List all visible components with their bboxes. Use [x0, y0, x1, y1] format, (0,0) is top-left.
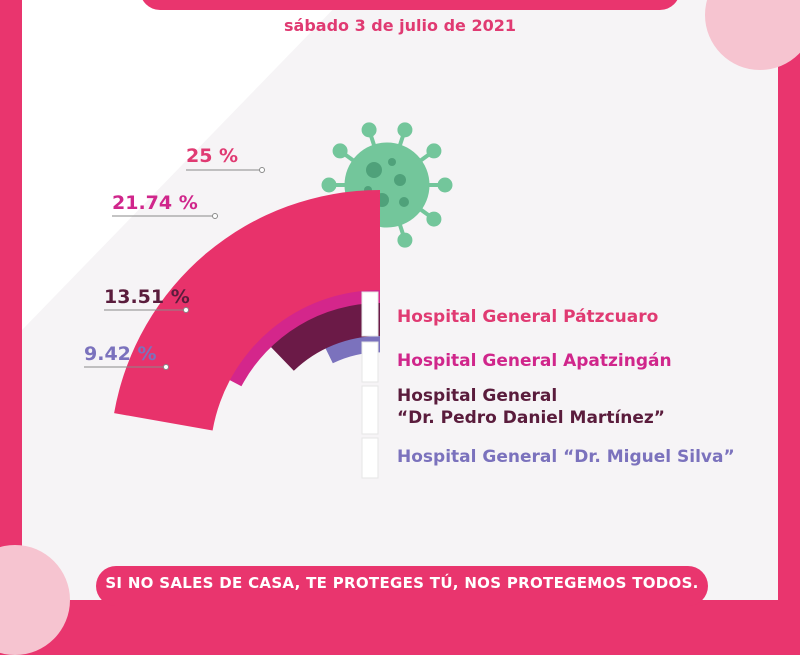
title-banner [140, 0, 680, 10]
value-label-2: 21.74 % [112, 192, 198, 214]
background-shade [22, 0, 778, 600]
date-label: sábado 3 de julio de 2021 [284, 16, 516, 35]
category-label-4: Hospital General “Dr. Miguel Silva” [397, 447, 735, 467]
leader-dot-2 [212, 213, 218, 219]
label-tab-4 [361, 437, 379, 479]
infographic-card [22, 0, 778, 600]
leader-dot-4 [163, 364, 169, 370]
leader-dot-3 [183, 307, 189, 313]
category-label-3: Hospital General “Dr. Pedro Daniel Martí… [397, 386, 665, 428]
value-label-4: 9.42 % [84, 343, 157, 365]
value-label-1: 25 % [186, 145, 239, 167]
leader-dot-1 [259, 167, 265, 173]
footer-banner: SI NO SALES DE CASA, TE PROTEGES TÚ, NOS… [96, 566, 708, 606]
footer-text: SI NO SALES DE CASA, TE PROTEGES TÚ, NOS… [105, 574, 699, 592]
fan-bar-1 [114, 190, 381, 431]
label-tab-1 [361, 291, 379, 337]
category-label-2: Hospital General Apatzingán [397, 351, 672, 371]
label-tab-3 [361, 385, 379, 435]
value-label-3: 13.51 % [104, 286, 190, 308]
category-label-1: Hospital General Pátzcuaro [397, 307, 659, 327]
chart-area [84, 167, 381, 479]
label-tab-2 [361, 341, 379, 383]
